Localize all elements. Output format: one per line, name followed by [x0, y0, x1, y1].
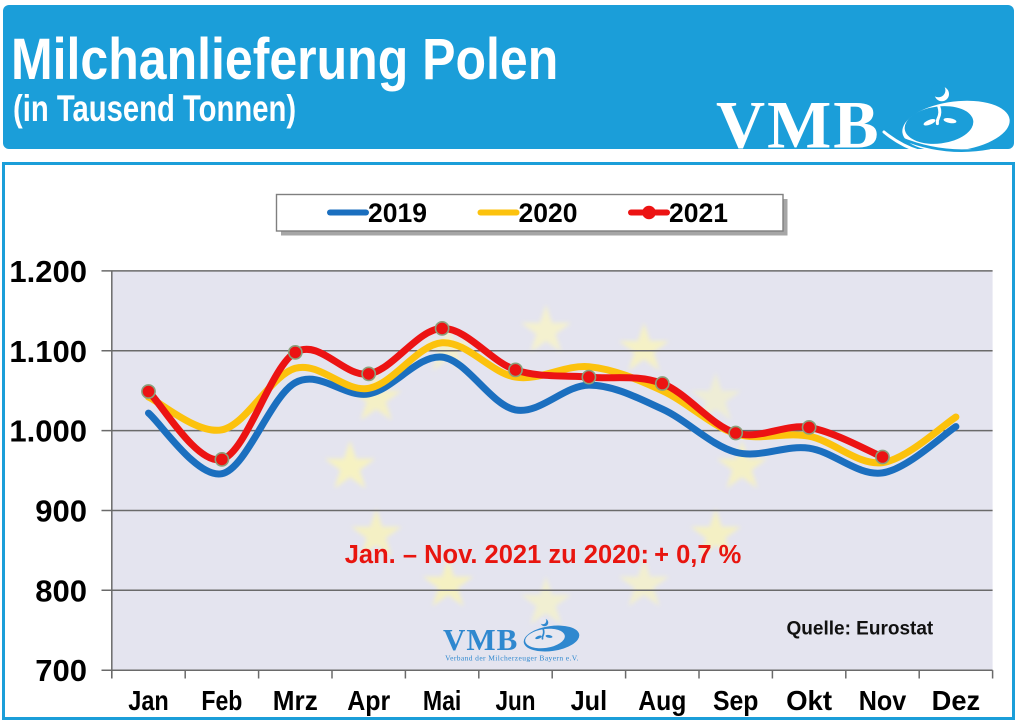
svg-text:Apr: Apr: [347, 685, 390, 716]
svg-text:Jul: Jul: [571, 685, 608, 716]
svg-text:Dez: Dez: [932, 685, 981, 716]
svg-text:Jan: Jan: [128, 685, 169, 716]
svg-text:2020: 2020: [519, 198, 578, 228]
svg-text:Mrz: Mrz: [273, 685, 318, 716]
svg-text:2019: 2019: [368, 198, 427, 228]
svg-text:1.100: 1.100: [9, 334, 87, 369]
svg-text:1.000: 1.000: [9, 414, 87, 449]
svg-text:VMB: VMB: [443, 622, 518, 657]
svg-text:700: 700: [35, 653, 87, 688]
svg-text:800: 800: [35, 573, 87, 608]
svg-text:Quelle: Eurostat: Quelle: Eurostat: [787, 619, 934, 640]
svg-text:900: 900: [35, 494, 87, 529]
svg-text:Jun: Jun: [496, 685, 536, 716]
svg-text:1.200: 1.200: [9, 254, 87, 289]
svg-text:Okt: Okt: [786, 685, 832, 716]
svg-text:Nov: Nov: [859, 685, 907, 716]
svg-text:VMB: VMB: [716, 87, 881, 163]
svg-text:Verband der Milcherzeuger Baye: Verband der Milcherzeuger Bayern e.V.: [445, 654, 579, 663]
svg-text:Mai: Mai: [423, 685, 462, 716]
svg-text:Sep: Sep: [713, 685, 759, 716]
svg-text:Jan. – Nov. 2021 zu 2020: + 0,: Jan. – Nov. 2021 zu 2020: + 0,7 %: [345, 541, 742, 569]
svg-text:Aug: Aug: [638, 685, 686, 716]
svg-text:2021: 2021: [669, 198, 728, 228]
svg-text:Feb: Feb: [201, 685, 242, 716]
